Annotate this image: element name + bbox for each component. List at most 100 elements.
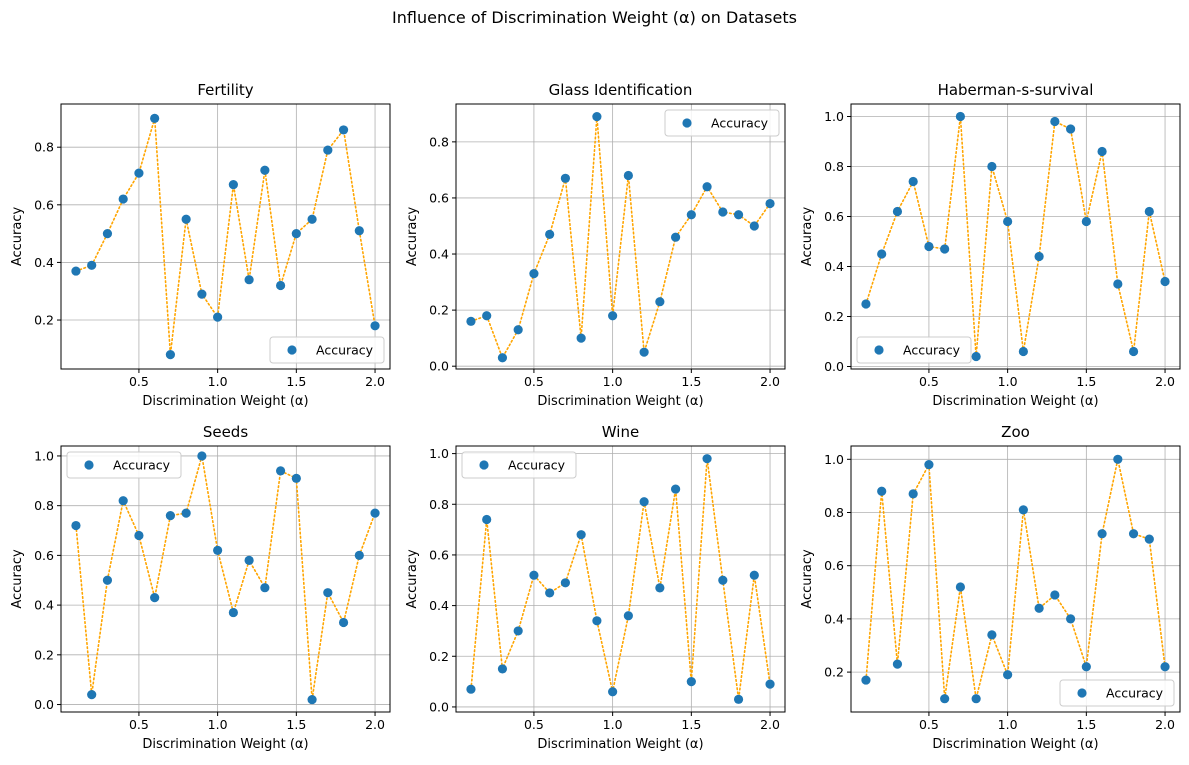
data-point bbox=[749, 221, 759, 231]
data-point bbox=[877, 486, 887, 496]
legend-label: Accuracy bbox=[903, 343, 961, 358]
x-tick-label: 2.0 bbox=[760, 717, 780, 732]
data-point bbox=[1003, 670, 1013, 680]
x-tick-label: 2.0 bbox=[365, 374, 385, 389]
x-tick-label: 1.0 bbox=[998, 717, 1018, 732]
data-point bbox=[134, 168, 144, 178]
data-point bbox=[323, 145, 333, 155]
y-tick-label: 0.4 bbox=[429, 598, 449, 613]
subplot-title: Haberman-s-survival bbox=[938, 81, 1094, 99]
data-point bbox=[892, 659, 903, 669]
data-point bbox=[971, 694, 981, 704]
x-axis-label: Discrimination Weight (α) bbox=[932, 394, 1098, 409]
subplot-grid: Fertility 0.5 1.0 1.5 2.0 0.2 0.4 0.6 0.8 Discrim… bbox=[10, 81, 1181, 752]
data-point bbox=[87, 260, 97, 270]
data-point bbox=[307, 694, 317, 705]
y-tick-label: 0.8 bbox=[34, 498, 54, 513]
data-point bbox=[733, 210, 744, 220]
data-point bbox=[639, 347, 649, 357]
data-point bbox=[354, 550, 364, 560]
data-point bbox=[1050, 590, 1060, 600]
data-point bbox=[1034, 603, 1044, 613]
data-point bbox=[987, 161, 997, 172]
data-point bbox=[545, 229, 555, 239]
y-tick-label: 0.2 bbox=[824, 309, 844, 324]
x-tick-label: 1.5 bbox=[681, 374, 701, 389]
data-point bbox=[1144, 534, 1154, 544]
data-point bbox=[1160, 276, 1170, 287]
y-tick-label: 0.8 bbox=[824, 505, 844, 520]
axes-frame bbox=[455, 103, 786, 370]
data-point bbox=[165, 349, 176, 360]
data-point bbox=[670, 232, 681, 242]
data-point bbox=[71, 520, 81, 531]
data-point bbox=[686, 210, 696, 220]
data-point bbox=[623, 611, 633, 621]
data-point bbox=[244, 275, 254, 285]
data-point bbox=[1050, 116, 1060, 127]
data-point bbox=[1065, 124, 1076, 134]
y-tick-label: 1.0 bbox=[34, 448, 54, 463]
y-axis-label: Accuracy bbox=[10, 207, 25, 267]
data-point bbox=[275, 466, 286, 476]
subplot-title: Zoo bbox=[1001, 423, 1030, 441]
data-point bbox=[545, 588, 555, 598]
data-point bbox=[877, 249, 887, 259]
data-point bbox=[118, 194, 128, 204]
x-tick-label: 1.5 bbox=[286, 374, 306, 389]
x-axis-label: Discrimination Weight (α) bbox=[932, 737, 1098, 752]
data-point bbox=[323, 588, 333, 598]
data-point bbox=[670, 484, 681, 494]
data-point bbox=[165, 511, 176, 521]
y-tick-label: 0.0 bbox=[824, 359, 844, 374]
data-point bbox=[482, 311, 492, 321]
data-point bbox=[529, 269, 539, 279]
series-line bbox=[470, 458, 771, 700]
data-point bbox=[733, 694, 744, 704]
data-point bbox=[955, 111, 966, 122]
legend-box bbox=[1059, 679, 1175, 707]
y-tick-label: 0.4 bbox=[34, 598, 54, 613]
data-point bbox=[181, 508, 191, 518]
legend: Accuracy bbox=[461, 451, 577, 479]
data-point bbox=[718, 207, 728, 217]
x-tick-label: 1.5 bbox=[1076, 717, 1096, 732]
x-axis-label: Discrimination Weight (α) bbox=[142, 737, 308, 752]
data-point bbox=[1144, 206, 1154, 217]
subplot-title: Wine bbox=[602, 423, 639, 441]
data-point bbox=[150, 593, 160, 603]
subplot-wine: Wine 0.5 1.0 1.5 2.0 0.0 0.2 0.4 0.6 0.8 1.0 Discri… bbox=[405, 423, 786, 752]
data-point bbox=[370, 508, 380, 518]
subplot-title: Fertility bbox=[197, 81, 253, 99]
legend-marker bbox=[479, 460, 489, 470]
data-point bbox=[955, 582, 966, 592]
data-point bbox=[686, 677, 696, 687]
data-point bbox=[1065, 614, 1076, 624]
x-axis-label: Discrimination Weight (α) bbox=[142, 394, 308, 409]
series-line bbox=[470, 116, 771, 360]
y-axis-label: Accuracy bbox=[800, 549, 815, 609]
data-point bbox=[354, 226, 364, 236]
legend-box bbox=[856, 336, 972, 364]
y-tick-label: 0.8 bbox=[429, 497, 449, 512]
series-line bbox=[865, 459, 1166, 699]
legend-box bbox=[461, 451, 577, 479]
x-tick-label: 2.0 bbox=[365, 717, 385, 732]
figure-title: Influence of Discrimination Weight (α) o… bbox=[392, 8, 797, 27]
data-point bbox=[940, 694, 950, 704]
y-tick-label: 0.2 bbox=[824, 665, 844, 680]
y-tick-label: 0.4 bbox=[824, 259, 844, 274]
y-tick-label: 0.4 bbox=[34, 255, 54, 270]
y-tick-label: 1.0 bbox=[824, 109, 844, 124]
x-tick-label: 1.5 bbox=[1076, 374, 1096, 389]
legend-marker bbox=[682, 118, 692, 128]
legend-box bbox=[269, 336, 385, 364]
x-tick-label: 1.0 bbox=[208, 717, 228, 732]
x-tick-label: 1.0 bbox=[603, 717, 623, 732]
subplot-seeds: Seeds 0.5 1.0 1.5 2.0 0.0 0.2 0.4 0.6 0.8 1.0 Discr… bbox=[10, 423, 391, 752]
data-point bbox=[1034, 251, 1044, 262]
data-point bbox=[655, 583, 665, 593]
data-point bbox=[213, 545, 223, 556]
data-point bbox=[655, 297, 665, 307]
